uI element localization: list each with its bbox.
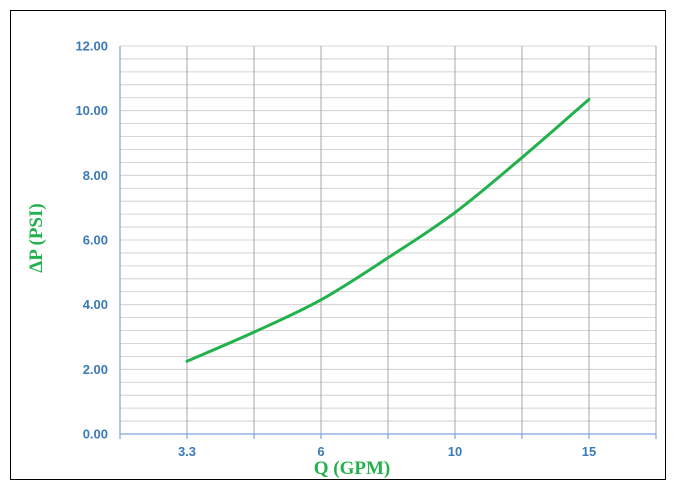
x-tick-labels: 3.3 6 10 15	[178, 444, 596, 459]
chart-frame	[10, 10, 666, 480]
series-line	[185, 97, 591, 363]
y-axis-label: ΔP (PSI)	[26, 203, 47, 272]
x-tick-label: 6	[317, 444, 324, 459]
series-group	[185, 97, 591, 363]
x-axis-label: Q (GPM)	[314, 458, 391, 479]
y-tick-labels: 0.00 2.00 4.00 6.00 8.00 10.00 12.00	[75, 39, 108, 442]
y-tick-label: 0.00	[83, 427, 108, 442]
y-tick-label: 10.00	[75, 103, 108, 118]
x-tick-label: 10	[448, 444, 462, 459]
x-tick-label: 3.3	[178, 444, 196, 459]
y-tick-label: 2.00	[83, 362, 108, 377]
y-tick-label: 4.00	[83, 297, 108, 312]
y-tick-label: 6.00	[83, 233, 108, 248]
grid	[119, 45, 657, 435]
y-tick-label: 8.00	[83, 168, 108, 183]
x-tick-label: 15	[582, 444, 596, 459]
y-tick-label: 12.00	[75, 39, 108, 54]
axes	[119, 46, 657, 439]
